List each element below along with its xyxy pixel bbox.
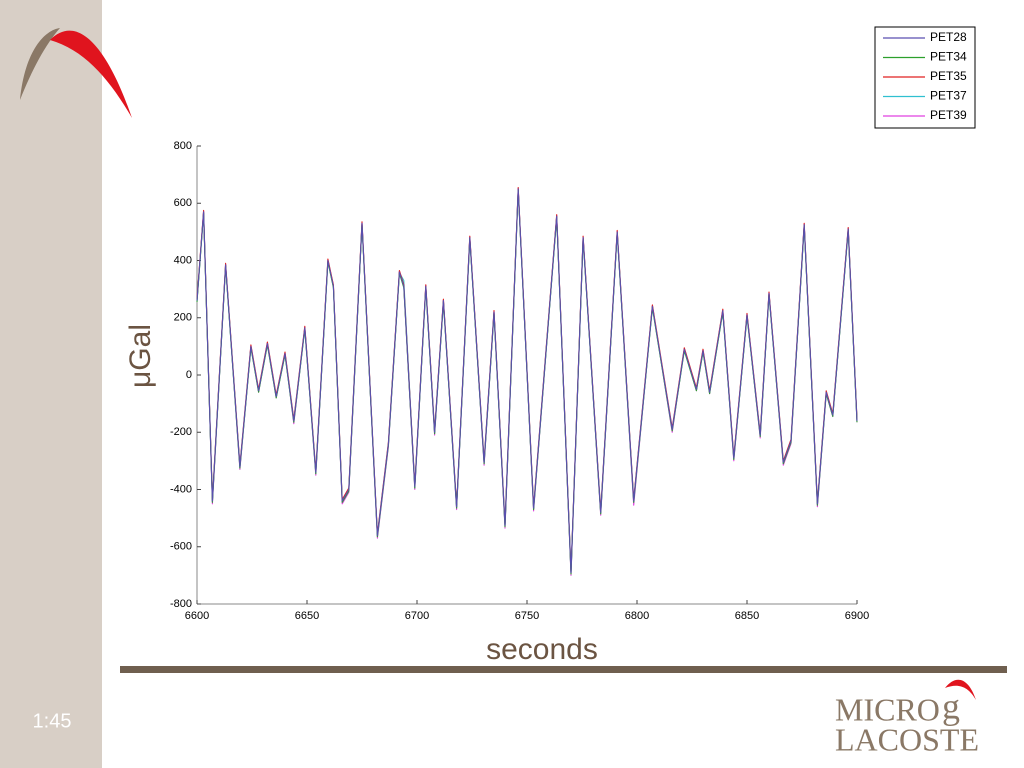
swoosh-brown	[20, 28, 60, 100]
legend-label: PET37	[930, 89, 967, 103]
y-tick-label: 0	[186, 369, 192, 381]
series-line	[196, 188, 858, 574]
x-tick-label: 6750	[515, 610, 539, 622]
logo-micro: MICRO	[835, 691, 940, 727]
x-tick-label: 6850	[735, 610, 759, 622]
legend-label: PET35	[930, 69, 967, 83]
swoosh-red	[50, 30, 132, 118]
x-axis-label: seconds	[486, 633, 598, 666]
y-axis-label: μGal	[124, 324, 157, 388]
y-tick-label: -400	[170, 483, 192, 495]
y-tick-label: 400	[174, 254, 192, 266]
y-tick-label: -200	[170, 426, 192, 438]
legend-label: PET39	[930, 108, 967, 122]
x-tick-label: 6600	[185, 610, 209, 622]
side-strip	[0, 0, 102, 768]
y-tick-label: 200	[174, 312, 192, 324]
y-tick-label: 800	[174, 140, 192, 152]
logo-g: g	[942, 686, 960, 726]
divider	[120, 666, 1007, 673]
x-tick-label: 6800	[625, 610, 649, 622]
y-tick-label: -600	[170, 541, 192, 553]
y-tick-label: -800	[170, 598, 192, 610]
x-tick-label: 6700	[405, 610, 429, 622]
legend-label: PET34	[930, 50, 967, 64]
x-tick-label: 6900	[845, 610, 869, 622]
x-tick-label: 6650	[295, 610, 319, 622]
logo-swoosh	[945, 679, 976, 700]
logo-lacoste: LACOSTE	[835, 721, 979, 757]
y-tick-label: 600	[174, 197, 192, 209]
slide-time: 1:45	[33, 710, 72, 732]
legend-label: PET28	[930, 30, 967, 44]
